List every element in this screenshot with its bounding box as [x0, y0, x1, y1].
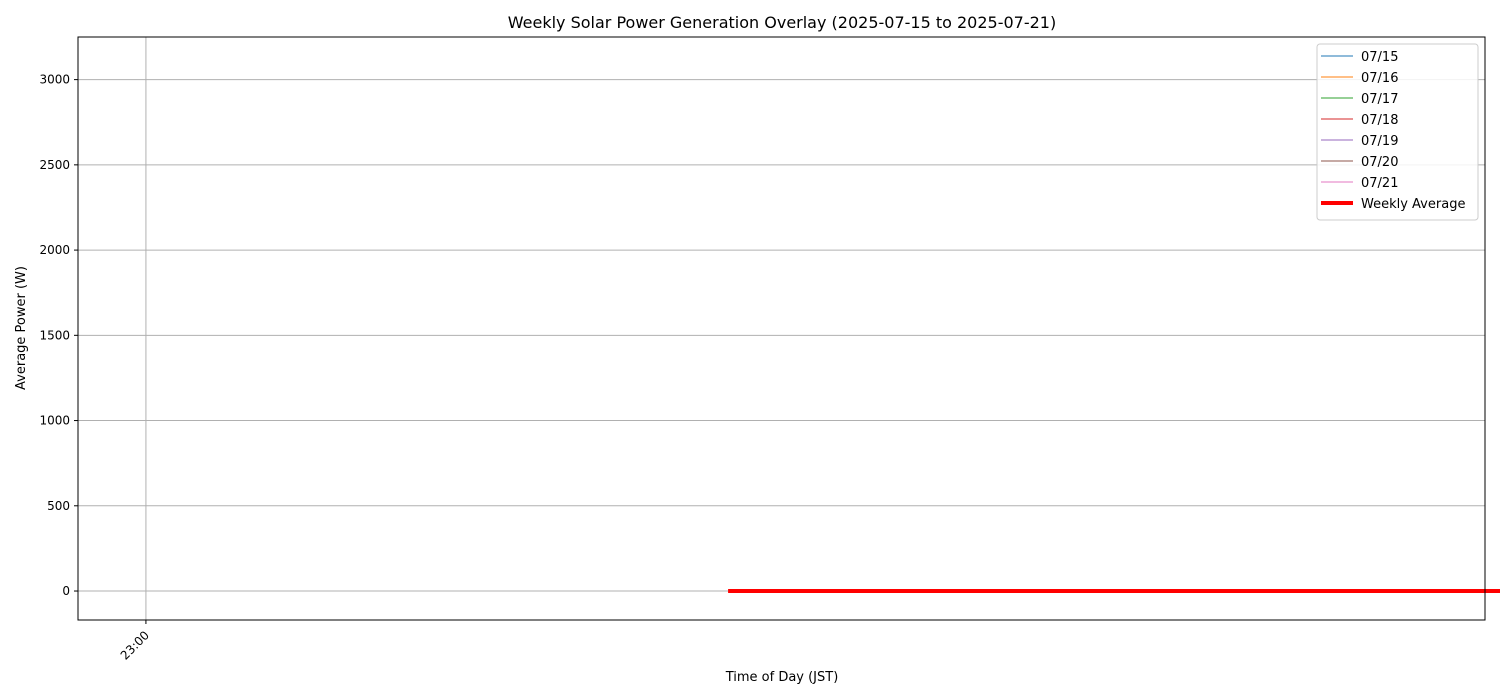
y-tick-label: 500 — [47, 499, 70, 513]
y-tick-label: 2500 — [39, 158, 70, 172]
legend-label: 07/15 — [1361, 50, 1398, 65]
legend-label: 07/19 — [1361, 134, 1398, 149]
legend-box — [1316, 43, 1479, 221]
legend-label: 07/16 — [1361, 71, 1398, 86]
y-tick-label: 0 — [62, 584, 70, 598]
legend-label: 07/21 — [1361, 176, 1398, 191]
grid — [78, 37, 1485, 620]
y-axis-ticks: 0 500 1000 1500 2000 2500 3000 — [39, 73, 78, 598]
chart-title: Weekly Solar Power Generation Overlay (2… — [508, 13, 1056, 32]
y-tick-label: 2000 — [39, 243, 70, 257]
legend-label: 07/18 — [1361, 113, 1398, 128]
y-tick-label: 1500 — [39, 328, 70, 342]
y-tick-label: 3000 — [39, 73, 70, 87]
legend-label: 07/20 — [1361, 155, 1398, 170]
plot-frame — [77, 36, 1486, 621]
y-axis-label: Average Power (W) — [14, 266, 29, 390]
x-axis-label: Time of Day (JST) — [725, 670, 839, 685]
y-tick-label: 1000 — [39, 414, 70, 428]
legend-label: Weekly Average — [1361, 197, 1465, 212]
legend-label: 07/17 — [1361, 92, 1398, 107]
legend: 07/15 07/16 07/17 07/18 07/19 07/20 07/21 Weekl… — [1316, 43, 1479, 221]
